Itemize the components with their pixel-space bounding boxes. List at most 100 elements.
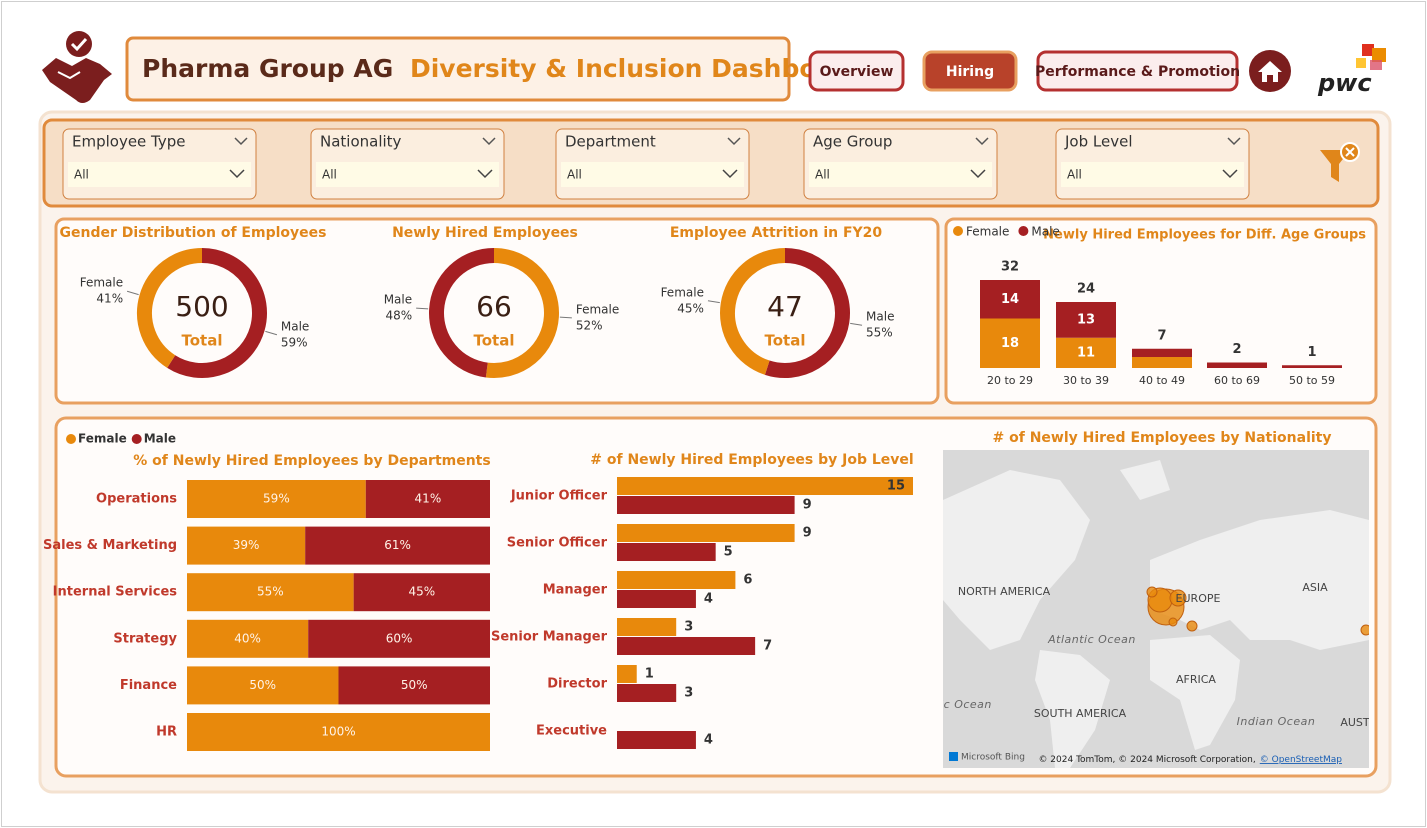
slice-value: 52% (576, 318, 603, 332)
chart-title: # of Newly Hired Employees by Nationalit… (993, 430, 1332, 446)
bar-label: 9 (803, 498, 812, 513)
map-bubbles (1146, 586, 1371, 636)
chart-title: Gender Distribution of Employees (60, 225, 327, 241)
bubble[interactable] (1169, 589, 1187, 607)
segment-label: 11 (1077, 345, 1095, 360)
nav-label[interactable]: Hiring (946, 64, 994, 80)
bar-label: 15 (887, 479, 905, 494)
bubble[interactable] (1360, 624, 1371, 636)
legend-marker (131, 434, 142, 444)
slice-label: Female (80, 276, 123, 290)
bar-label: 5 (724, 545, 733, 560)
column-segment (1056, 302, 1116, 338)
home-button[interactable] (1249, 50, 1291, 92)
filter-dropdown[interactable] (1061, 162, 1244, 187)
chevron (482, 137, 496, 146)
x-tick-label: 30 to 39 (1063, 374, 1109, 387)
slice-label: Male (866, 310, 894, 324)
home-icon[interactable] (1258, 61, 1282, 82)
legend-marker (1018, 226, 1029, 236)
map: NORTH AMERICA EUROPE ASIA Atlantic Ocean AFR… (940, 450, 1371, 768)
bubble[interactable] (1168, 617, 1178, 627)
column-segment (1132, 357, 1192, 368)
nav-button[interactable] (922, 50, 1018, 92)
total-label: 1 (1307, 345, 1316, 360)
leader-line (416, 307, 429, 310)
x-tick-label: 40 to 49 (1139, 374, 1185, 387)
total-label: 2 (1232, 342, 1241, 357)
kpi-total: 500 (175, 290, 228, 323)
column-segment (980, 280, 1040, 319)
bar-segment (308, 619, 490, 658)
filter-label: Employee Type (72, 133, 186, 151)
bubble[interactable] (1146, 586, 1158, 598)
bar-segment (187, 526, 306, 565)
map-label: ic Ocean (940, 698, 992, 711)
clear-x[interactable] (1345, 147, 1355, 157)
column-segment (1056, 337, 1116, 368)
column-segment (980, 318, 1040, 368)
clear-filters[interactable] (1320, 142, 1360, 182)
nav-button[interactable] (1036, 50, 1239, 92)
kpi-total: 47 (767, 290, 803, 323)
legend-marker (66, 434, 76, 444)
slice-label: Female (661, 285, 704, 299)
bar-label: 41% (415, 492, 442, 506)
bar-segment (338, 666, 490, 705)
filter-value[interactable]: All (815, 168, 830, 182)
nav-label[interactable]: Overview (820, 64, 894, 80)
bar-label: 50% (249, 678, 276, 692)
filter-value[interactable]: All (1067, 168, 1082, 182)
y-tick-label: Executive (536, 724, 607, 739)
kpi-total-label: Total (474, 332, 515, 350)
slice-value: 48% (385, 309, 412, 323)
title-accent: Diversity & Inclusion Dashboard (410, 54, 864, 83)
leader-line (707, 300, 720, 304)
nav-label[interactable]: Performance & Promotion (1035, 64, 1240, 80)
chart-title: # of Newly Hired Employees by Job Level (590, 452, 913, 468)
bar-label: 7 (763, 639, 772, 654)
bar (617, 496, 795, 514)
bar (617, 731, 696, 749)
filter-dropdown[interactable] (809, 162, 992, 187)
bar (617, 618, 677, 636)
map-label: SOUTH AMERICA (1034, 707, 1127, 720)
filter-value[interactable]: All (567, 168, 582, 182)
chart-title: % of Newly Hired Employees by Department… (133, 453, 490, 469)
bar-label: 55% (257, 585, 284, 599)
map-label: AUST (1340, 716, 1370, 729)
nav-button[interactable] (808, 50, 905, 92)
map-label: NORTH AMERICA (958, 585, 1051, 598)
y-tick-label: Senior Officer (507, 536, 608, 551)
segment-label: 14 (1001, 292, 1019, 307)
filter-dropdown[interactable] (561, 162, 744, 187)
leader-line (850, 322, 863, 326)
filter-value[interactable]: All (322, 168, 337, 182)
y-tick-label: Finance (120, 678, 177, 693)
filter-dropdown[interactable] (316, 162, 499, 187)
bar-label: 3 (684, 686, 693, 701)
slice-label: Female (576, 302, 619, 316)
attribution-link[interactable]: © OpenStreetMap (1260, 755, 1343, 765)
bar-segment (187, 713, 490, 751)
bar (617, 637, 756, 655)
y-tick-label: HR (156, 725, 177, 740)
chevron (234, 137, 248, 146)
filter-value[interactable]: All (74, 168, 89, 182)
chevron (722, 169, 738, 179)
land (1035, 650, 1110, 768)
slice-value: 55% (866, 326, 893, 340)
chart-title: Newly Hired Employees for Diff. Age Grou… (1043, 228, 1366, 243)
bar-segment (187, 573, 354, 612)
bing-mark (949, 752, 958, 761)
land (943, 470, 1090, 650)
bar (617, 665, 637, 683)
segment-label: 13 (1077, 312, 1095, 327)
bubble[interactable] (1186, 620, 1198, 632)
y-tick-label: Operations (96, 492, 177, 507)
land (1150, 635, 1240, 750)
y-tick-label: Sales & Marketing (43, 538, 177, 553)
bar-label: 3 (684, 620, 693, 635)
filter-dropdown[interactable] (68, 162, 251, 187)
